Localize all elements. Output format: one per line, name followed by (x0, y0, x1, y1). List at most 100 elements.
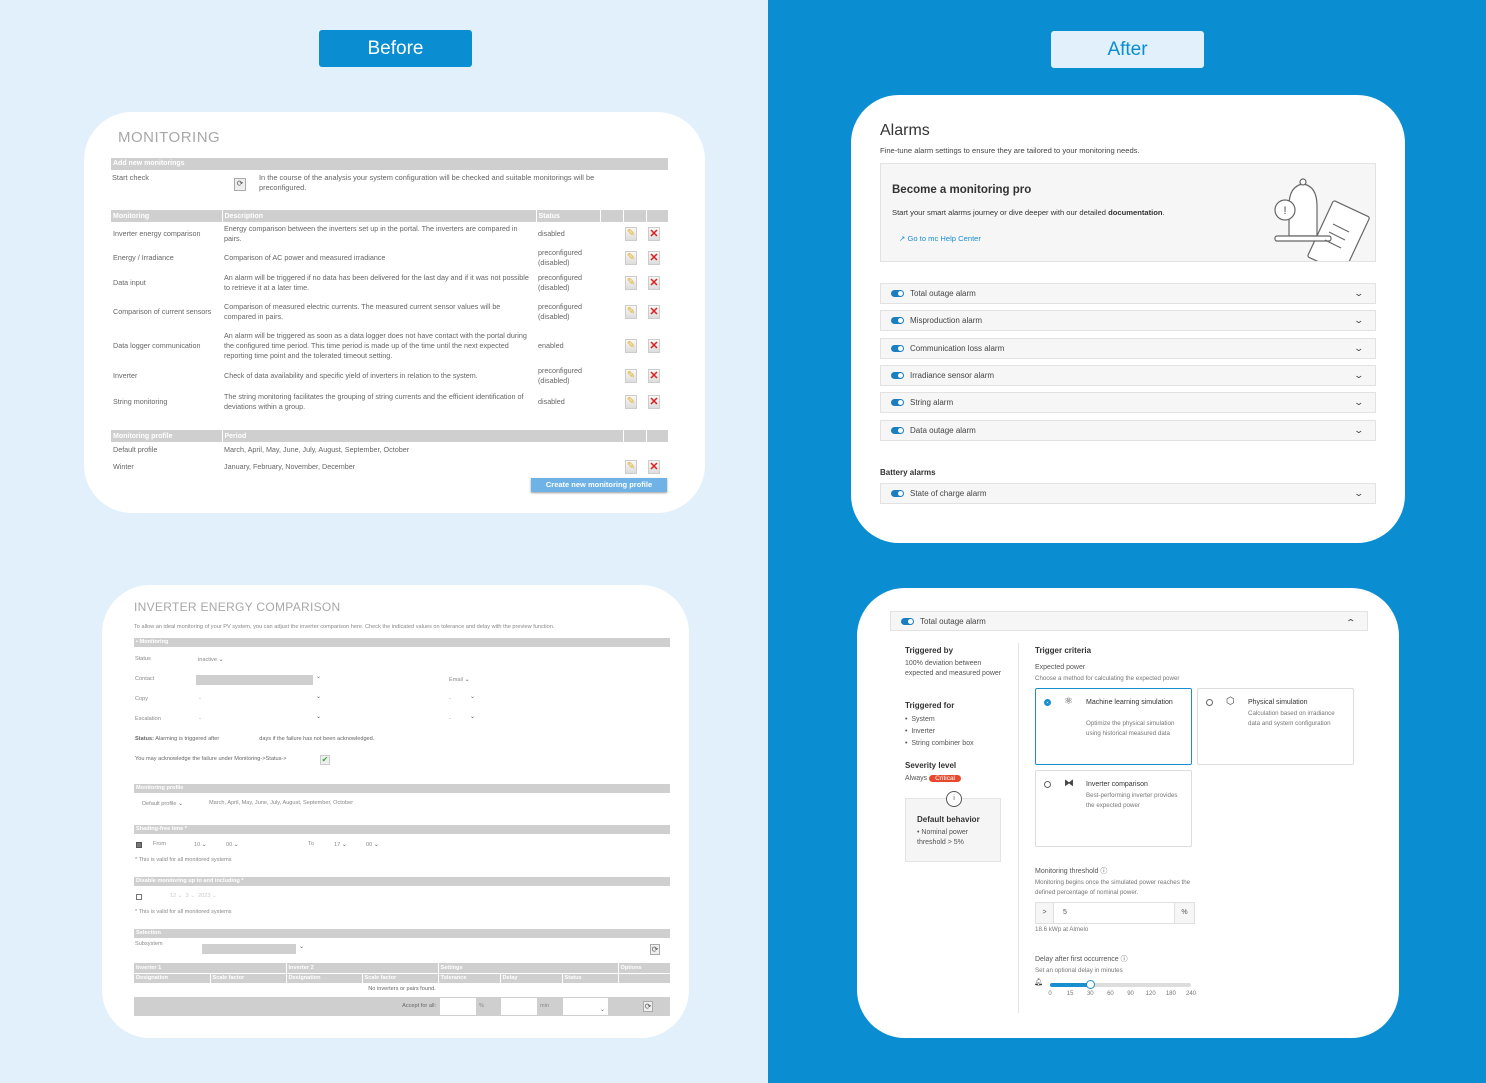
threshold-value[interactable]: 5 (1063, 909, 1067, 916)
chevron-down-icon[interactable]: ⌄ (316, 694, 322, 700)
delay-input[interactable] (501, 998, 537, 1015)
edit-icon[interactable]: ✎ (625, 251, 637, 265)
refresh-icon[interactable]: ⟳ (234, 178, 246, 191)
info-icon[interactable]: ⓘ (1120, 956, 1128, 963)
escalation-channel-select[interactable]: - (449, 716, 451, 722)
from-label: From (153, 841, 167, 847)
delay-slider[interactable] (1050, 980, 1191, 989)
radio-button[interactable] (1206, 699, 1213, 706)
alarm-row[interactable]: Misproduction alarm ⌄ (880, 310, 1376, 332)
expected-power-subtitle: Choose a method for calculating the expe… (1035, 675, 1180, 682)
table-row: Data logger communication An alarm will b… (111, 328, 668, 363)
delete-icon[interactable]: ✕ (648, 304, 660, 319)
alarm-label: Data outage alarm (910, 425, 976, 435)
alarm-row[interactable]: Communication loss alarm ⌄ (880, 337, 1376, 359)
delete-icon[interactable]: ✕ (648, 395, 660, 409)
toggle-switch[interactable] (891, 426, 904, 434)
chevron-down-icon[interactable]: ⌄ (316, 674, 322, 680)
toggle-switch[interactable] (891, 490, 904, 497)
accept-label: Accept for all: (402, 1003, 436, 1009)
to-hour-select[interactable]: 17 ⌄ (334, 841, 347, 848)
check-icon[interactable]: ✔ (320, 755, 330, 765)
before-label: Before (319, 30, 472, 67)
chevron-down-icon[interactable]: ⌄ (299, 944, 305, 950)
page-title: MONITORING (118, 129, 221, 146)
chevron-down-icon[interactable]: ⌄ (470, 694, 476, 700)
chevron-down-icon[interactable]: ⌄ (1353, 369, 1365, 380)
edit-icon[interactable]: ✎ (625, 304, 637, 319)
delete-icon[interactable]: ✕ (648, 251, 660, 265)
profile-select[interactable]: Default profile ⌄ (142, 800, 183, 807)
create-profile-button[interactable]: Create new monitoring profile (531, 478, 667, 492)
chevron-down-icon[interactable]: ⌄ (1353, 315, 1365, 326)
toggle-switch[interactable] (891, 290, 904, 297)
from-hour-select[interactable]: 10 ⌄ (194, 841, 207, 848)
tolerance-input[interactable] (440, 998, 476, 1015)
shading-checkbox[interactable] (136, 842, 142, 848)
external-link-icon: ↗ (899, 234, 906, 243)
from-minute-select[interactable]: 00 ⌄ (226, 841, 239, 848)
chevron-down-icon[interactable]: ⌄ (1353, 342, 1365, 353)
slider-thumb[interactable] (1086, 980, 1096, 989)
slider-tick-label: 90 (1127, 991, 1134, 997)
delete-icon[interactable]: ✕ (648, 227, 660, 241)
toggle-switch[interactable] (891, 371, 904, 379)
alarm-row-expanded[interactable]: Total outage alarm ⌄ (890, 611, 1368, 631)
subsystem-select[interactable] (202, 944, 296, 954)
option-title: Inverter comparison (1086, 781, 1148, 788)
alarm-row[interactable]: String alarm ⌄ (880, 392, 1376, 414)
chevron-down-icon[interactable]: ⌄ (1353, 424, 1365, 435)
list-item-label: Nominal power threshold > 5% (917, 829, 969, 846)
escalation-select[interactable]: - (199, 716, 201, 722)
radio-button[interactable] (1044, 781, 1051, 788)
delete-icon[interactable]: ✕ (648, 368, 660, 383)
alarm-row[interactable]: Data outage alarm ⌄ (880, 419, 1376, 441)
status-select[interactable]: inactive ⌄ (198, 656, 224, 663)
alarm-row[interactable]: Total outage alarm ⌄ (880, 283, 1376, 304)
to-minute-select[interactable]: 00 ⌄ (366, 841, 379, 848)
disable-date[interactable]: 12 ⌄ 3 ⌄ 2023 ⌄ (170, 893, 217, 899)
info-icon[interactable]: ⓘ (1100, 868, 1108, 875)
alarm-row[interactable]: Irradiance sensor alarm ⌄ (880, 364, 1376, 386)
copy-select[interactable]: - (199, 696, 201, 702)
copy-channel-select[interactable]: - (449, 696, 451, 702)
chevron-down-icon[interactable]: ⌄ (1353, 397, 1365, 408)
edit-icon[interactable]: ✎ (625, 275, 637, 290)
delete-icon[interactable]: ✕ (648, 275, 660, 290)
edit-icon[interactable]: ✎ (625, 395, 637, 409)
edit-icon[interactable]: ✎ (625, 368, 637, 383)
monitoring-name: Energy / Irradiance (113, 253, 174, 262)
help-center-link[interactable]: ↗ Go to mc Help Center (899, 234, 981, 243)
chevron-down-icon[interactable]: ⌄ (316, 714, 322, 720)
status-select[interactable]: ⌄ (563, 998, 608, 1015)
slider-tick-label: 60 (1107, 991, 1114, 997)
delete-icon[interactable]: ✕ (648, 338, 660, 353)
list-item: • String combiner box (905, 740, 974, 747)
toggle-switch[interactable] (891, 317, 904, 325)
chevron-down-icon[interactable]: ⌄ (1353, 488, 1365, 498)
edit-icon[interactable]: ✎ (625, 459, 637, 474)
edit-icon[interactable]: ✎ (625, 338, 637, 353)
refresh-icon[interactable]: ⟳ (643, 1001, 653, 1012)
toggle-switch[interactable] (901, 617, 914, 625)
expected-power-option[interactable]: ⚛ Machine learning simulation Optimize the… (1035, 688, 1192, 765)
bell-illustration-icon: ! (1274, 178, 1370, 261)
edit-icon[interactable]: ✎ (625, 227, 637, 241)
contact-channel-select[interactable]: Email ⌄ (449, 676, 470, 683)
subsystem-label: Subsystem (135, 941, 163, 947)
chevron-down-icon[interactable]: ⌄ (470, 714, 476, 720)
radio-button[interactable] (1044, 699, 1051, 706)
chevron-down-icon[interactable]: ⌄ (1353, 288, 1365, 298)
expected-power-option[interactable]: ⬡ Physical simulation Calculation based on… (1197, 688, 1354, 765)
delete-icon[interactable]: ✕ (648, 459, 660, 474)
divider (1018, 643, 1019, 1013)
contact-select[interactable] (196, 675, 313, 685)
expected-power-option[interactable]: ⧓ Inverter comparison Best-performing inve… (1035, 770, 1192, 847)
threshold-input[interactable]: > 5 % (1035, 902, 1195, 924)
alarm-row[interactable]: State of charge alarm ⌄ (880, 483, 1376, 504)
toggle-switch[interactable] (891, 399, 904, 407)
toggle-switch[interactable] (891, 344, 904, 352)
disable-checkbox[interactable] (136, 894, 142, 900)
refresh-icon[interactable]: ⟳ (650, 944, 660, 955)
chevron-up-icon[interactable]: ⌄ (1345, 616, 1357, 627)
